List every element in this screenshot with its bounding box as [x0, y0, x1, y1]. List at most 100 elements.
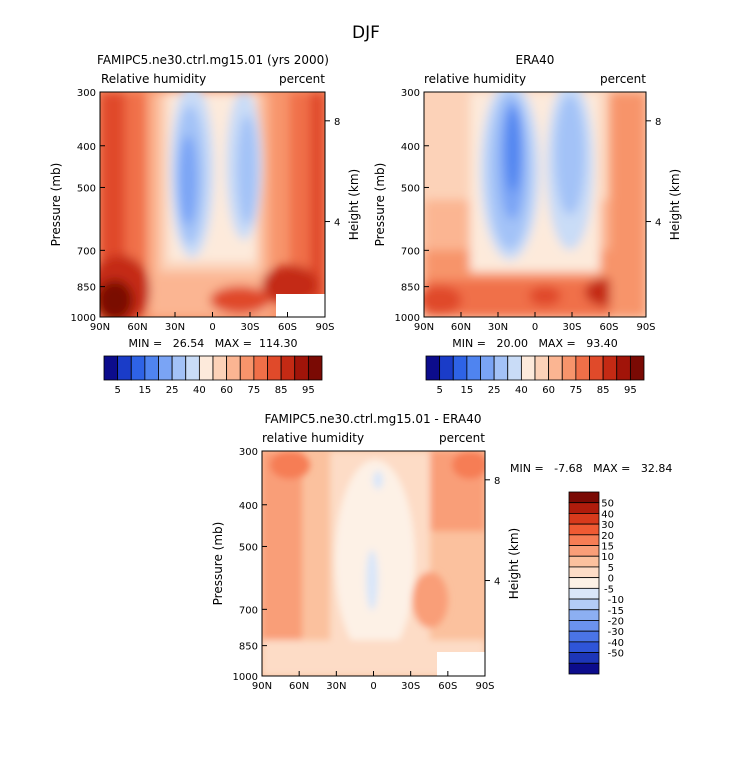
obs-colorbar-swatch [589, 355, 604, 381]
panel-diff-field [262, 451, 485, 676]
model-colorbar-label: 5 [114, 385, 120, 396]
obs-y2tick-label: 8 [655, 117, 661, 128]
obs-y2tick-label: 4 [655, 218, 661, 229]
obs-xtick-label: 60S [599, 322, 618, 333]
obs-colorbar-swatch [425, 355, 441, 381]
diff-colorbar-label: -50 [608, 649, 624, 660]
diff-colorbar-swatch [568, 598, 600, 611]
model-xtick-label: 90S [315, 322, 334, 333]
model-ytick-label: 300 [77, 88, 96, 99]
model-xtick-label: 60N [127, 322, 147, 333]
obs-colorbar-swatch [629, 355, 645, 381]
obs-colorbar-label: 75 [570, 385, 583, 396]
obs-colorbar-label: 95 [624, 385, 637, 396]
model-colorbar-label: 15 [139, 385, 152, 396]
panel-era40-stats: MIN = 20.00 MAX = 93.40 [452, 337, 617, 350]
diff-colorbar-label: -30 [608, 627, 624, 638]
obs-xtick-label: 30S [562, 322, 581, 333]
diff-ytick-label: 700 [239, 605, 258, 616]
obs-ylabel: Pressure (mb) [373, 163, 387, 247]
obs-colorbar-swatch [534, 355, 550, 381]
model-colorbar-swatch [158, 355, 173, 381]
panel-diff-left-label: relative humidity [262, 431, 364, 445]
diff-colorbar-swatch [568, 587, 600, 600]
model-y2tick-label: 8 [334, 117, 340, 128]
model-ytick-label: 400 [77, 142, 96, 153]
obs-colorbar-swatch [616, 355, 631, 381]
model-colorbar-swatch [103, 355, 119, 381]
diff-colorbar-swatch [568, 652, 600, 664]
obs-ytick-label: 850 [401, 283, 420, 294]
panel-diff-missing [437, 652, 485, 676]
diff-colorbar-label: -5 [604, 584, 614, 595]
diff-xtick-label: 90S [475, 681, 494, 692]
model-colorbar-label: 40 [193, 385, 206, 396]
diff-colorbar-label: 15 [601, 542, 614, 553]
model-ytick-label: 850 [77, 283, 96, 294]
obs-colorbar-swatch [520, 355, 536, 381]
obs-ytick-label: 700 [401, 246, 420, 257]
diff-colorbar-swatch [568, 577, 600, 589]
obs-colorbar-label: 60 [542, 385, 555, 396]
diff-colorbar-label: -15 [608, 606, 624, 617]
diff-colorbar-swatch [568, 502, 600, 514]
diff-colorbar-label: 0 [608, 574, 614, 585]
panel-model-stats: MIN = 26.54 MAX = 114.30 [129, 337, 298, 350]
model-xtick-label: 30S [240, 322, 259, 333]
obs-colorbar-swatch [493, 355, 509, 381]
obs-colorbar-swatch [507, 355, 522, 381]
diff-y2label: Height (km) [507, 528, 521, 599]
diff-colorbar-swatch [568, 491, 600, 504]
diff-xtick-label: 60S [438, 681, 457, 692]
diff-ytick-label: 400 [239, 501, 258, 512]
diff-colorbar-label: -40 [608, 638, 624, 649]
model-colorbar-label: 60 [220, 385, 233, 396]
model-xtick-label: 90N [90, 322, 110, 333]
panel-era40-left-label: relative humidity [424, 72, 526, 86]
panel-model-missing [276, 294, 325, 317]
diff-colorbar-swatch [568, 545, 600, 557]
diff-colorbar-label: 10 [601, 552, 614, 563]
model-xtick-label: 30N [165, 322, 185, 333]
diff-colorbar-label: 5 [608, 563, 614, 574]
obs-colorbar-swatch [561, 355, 577, 381]
model-colorbar-swatch [171, 355, 187, 381]
obs-xtick-label: 0 [532, 322, 538, 333]
obs-ytick-label: 300 [401, 88, 420, 99]
model-colorbar-swatch [198, 355, 214, 381]
obs-colorbar-label: 5 [436, 385, 442, 396]
model-y2label: Height (km) [347, 169, 361, 240]
model-colorbar-swatch [117, 355, 132, 381]
diff-ytick-label: 300 [239, 447, 258, 458]
diff-colorbar-label: -10 [608, 595, 624, 606]
diff-colorbar-swatch [568, 662, 600, 675]
obs-colorbar-swatch [466, 355, 481, 381]
model-ytick-label: 500 [77, 183, 96, 194]
panel-diff-title: FAMIPC5.ne30.ctrl.mg15.01 - ERA40 [265, 412, 482, 426]
panel-era40-right-label: percent [600, 72, 646, 86]
panel-diff-stats: MIN = -7.68 MAX = 32.84 [510, 462, 672, 475]
obs-xtick-label: 90N [414, 322, 434, 333]
diff-ylabel: Pressure (mb) [211, 522, 225, 606]
obs-ytick-label: 1000 [395, 313, 420, 324]
model-colorbar-swatch [267, 355, 282, 381]
obs-xtick-label: 30N [488, 322, 508, 333]
model-y2tick-label: 4 [334, 218, 340, 229]
model-colorbar-swatch [226, 355, 241, 381]
model-colorbar-swatch [294, 355, 309, 381]
diff-xtick-label: 30N [326, 681, 346, 692]
obs-y2label: Height (km) [668, 169, 682, 240]
diff-y2tick-label: 8 [494, 476, 500, 487]
diff-xtick-label: 30S [401, 681, 420, 692]
panel-era40-field [424, 92, 646, 317]
diff-colorbar-swatch [568, 620, 600, 632]
obs-colorbar-swatch [602, 355, 618, 381]
obs-colorbar-label: 15 [461, 385, 474, 396]
diff-colorbar-swatch [568, 641, 600, 653]
diff-colorbar-label: 20 [601, 531, 614, 542]
panel-diff: FAMIPC5.ne30.ctrl.mg15.01 - ERA40 relati… [261, 412, 672, 677]
generated-marks: 90N 60N 30N 0 30S 60S 90S300400500700850100084… [49, 88, 682, 692]
obs-xtick-label: 60N [451, 322, 471, 333]
diff-colorbar-swatch [568, 523, 600, 536]
